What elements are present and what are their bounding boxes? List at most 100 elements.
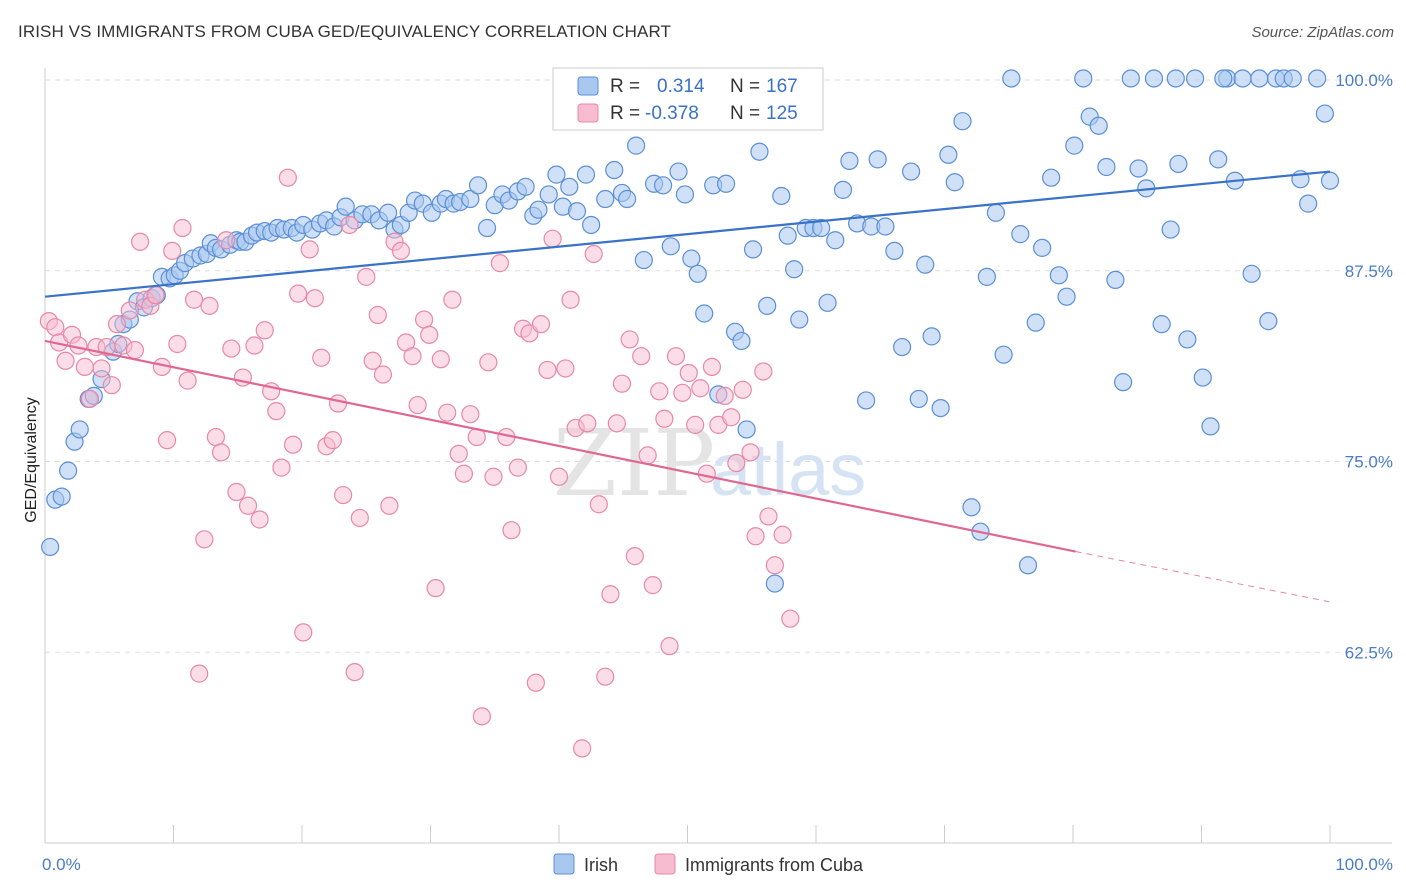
cuba-point: [305, 289, 324, 308]
legend-n-label-cuba: N =: [730, 103, 760, 124]
cuba-point: [502, 521, 521, 540]
cuba-point: [578, 414, 597, 433]
x-tick-label-min: 0.0%: [42, 855, 81, 874]
irish-point: [1049, 266, 1068, 285]
legend-r-value-irish: 0.314: [657, 76, 705, 97]
irish-point: [1033, 238, 1052, 257]
irish-point: [669, 162, 688, 181]
series-irish-points: [41, 69, 1340, 593]
cuba-point: [691, 379, 710, 398]
irish-point: [840, 151, 859, 170]
irish-point: [945, 173, 964, 192]
cuba-point: [206, 427, 226, 447]
cuba-point: [650, 382, 669, 401]
irish-point: [962, 498, 981, 517]
cuba-point: [312, 348, 331, 367]
legend-r-label-irish: R =: [610, 76, 640, 97]
irish-point: [785, 260, 804, 279]
series-cuba-points: [39, 168, 800, 758]
cuba-point: [190, 664, 209, 683]
cuba-point: [620, 330, 639, 349]
irish-point: [790, 310, 809, 329]
cuba-point: [727, 453, 746, 473]
irish-point: [1042, 168, 1061, 187]
irish-point: [539, 185, 558, 204]
cuba-point: [596, 667, 615, 686]
cuba-point: [46, 318, 65, 337]
legend-n-value-irish: 167: [766, 76, 798, 97]
cuba-point: [408, 395, 427, 415]
cuba-point: [173, 218, 192, 238]
irish-point: [1178, 330, 1197, 349]
irish-point: [1169, 154, 1188, 174]
cuba-point: [655, 409, 674, 428]
cuba-point: [102, 376, 121, 395]
cuba-point: [556, 359, 575, 378]
irish-point: [52, 487, 71, 506]
cuba-point: [715, 386, 734, 405]
irish-point: [41, 537, 60, 557]
cuba-point: [643, 576, 662, 595]
irish-point: [1065, 136, 1084, 155]
correlation-legend: R = 0.314 N = 167 R = -0.378 N = 125: [552, 67, 824, 131]
cuba-point: [472, 707, 491, 726]
irish-point: [661, 237, 680, 256]
cuba-point: [289, 284, 308, 303]
cuba-point: [80, 389, 100, 409]
cuba-point: [350, 508, 369, 528]
irish-point: [1089, 116, 1108, 135]
cuba-point: [92, 359, 111, 378]
irish-point: [1026, 313, 1045, 332]
cuba-point: [722, 408, 741, 427]
irish-point: [826, 231, 845, 250]
irish-point: [1129, 159, 1148, 178]
cuba-point: [584, 244, 603, 264]
cuba-point: [773, 525, 792, 544]
irish-point: [1233, 69, 1252, 88]
irish-point: [737, 420, 756, 439]
cuba-point: [56, 351, 75, 370]
cuba-point: [227, 482, 246, 502]
series-legend: Irish Immigrants from Cuba: [553, 853, 864, 875]
cuba-point: [255, 321, 274, 340]
irish-point: [876, 217, 895, 236]
irish-point: [576, 165, 596, 184]
cuba-point: [278, 168, 297, 187]
irish-point: [468, 176, 488, 195]
cuba-point: [391, 241, 411, 261]
axis-labels: 62.5% 75.0% 87.5% 100.0% 0.0% 100.0% GED/Equiv…: [23, 71, 1393, 874]
legend-n-label-irish: N =: [730, 76, 760, 97]
cuba-point: [454, 464, 474, 483]
cuba-point: [765, 556, 784, 575]
cuba-point: [380, 496, 399, 515]
cuba-point: [211, 443, 231, 462]
cuba-point: [449, 444, 468, 463]
cuba-point: [238, 496, 258, 515]
irish-point: [626, 136, 646, 155]
cuba-point: [431, 350, 450, 369]
irish-point: [378, 203, 398, 222]
irish-point: [716, 174, 736, 193]
irish-point: [605, 160, 624, 180]
axes: [44, 68, 1392, 844]
cuba-point: [250, 510, 269, 529]
irish-point: [1315, 104, 1334, 123]
irish-point: [977, 267, 997, 286]
irish-point: [1166, 69, 1185, 88]
cuba-point: [490, 254, 509, 273]
cuba-point: [373, 365, 393, 384]
irish-point: [758, 296, 777, 315]
irish-point: [1114, 373, 1133, 392]
cuba-point: [178, 371, 197, 390]
irish-point: [1242, 264, 1261, 283]
irish-point: [336, 197, 355, 216]
cuba-point: [733, 380, 752, 399]
irish-point: [833, 180, 853, 199]
irish-point: [812, 218, 831, 238]
cuba-point: [200, 296, 219, 315]
irish-point: [953, 112, 972, 131]
irish-point: [1121, 69, 1140, 88]
irish-point: [765, 574, 784, 593]
irish-point: [1074, 69, 1093, 88]
